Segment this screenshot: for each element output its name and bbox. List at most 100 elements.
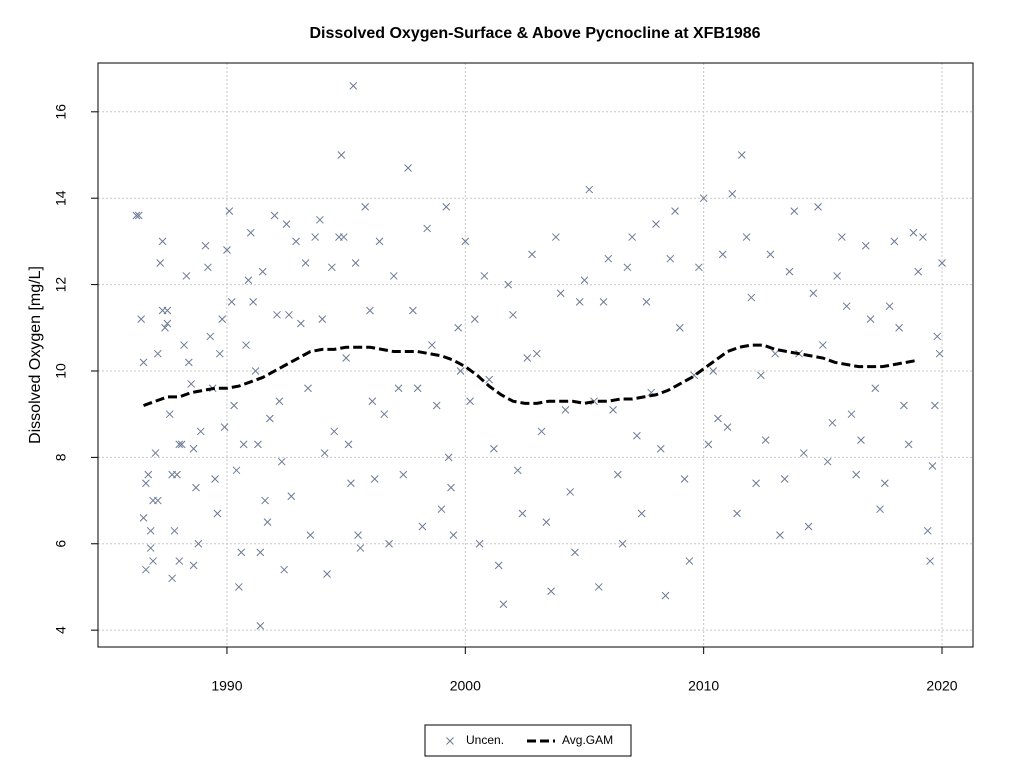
data-point bbox=[685, 557, 694, 565]
y-tick-label: 4 bbox=[53, 626, 69, 634]
data-point bbox=[153, 496, 162, 505]
data-point bbox=[182, 272, 191, 280]
data-point bbox=[177, 440, 186, 449]
data-point bbox=[235, 583, 243, 591]
data-point bbox=[165, 410, 174, 419]
data-point bbox=[604, 254, 613, 263]
data-point bbox=[642, 298, 651, 306]
data-point bbox=[380, 410, 389, 419]
plot-marks bbox=[132, 82, 946, 630]
data-point bbox=[914, 267, 923, 276]
data-point bbox=[375, 237, 384, 246]
y-axis-label: Dissolved Oxygen [mg/L] bbox=[27, 266, 44, 444]
data-point bbox=[184, 358, 193, 367]
legend-symbol bbox=[446, 737, 454, 745]
data-point bbox=[354, 531, 362, 539]
data-point bbox=[330, 427, 339, 436]
data-point bbox=[594, 583, 603, 591]
data-point bbox=[163, 306, 172, 315]
data-point bbox=[528, 250, 536, 259]
data-point bbox=[230, 401, 238, 410]
data-point bbox=[399, 470, 408, 479]
data-point bbox=[275, 397, 284, 406]
data-point bbox=[623, 263, 632, 272]
data-point bbox=[137, 315, 145, 324]
data-point bbox=[149, 557, 157, 565]
data-point bbox=[280, 565, 289, 574]
data-point bbox=[890, 237, 899, 246]
data-point bbox=[714, 414, 722, 423]
data-point bbox=[404, 164, 412, 172]
data-point bbox=[785, 267, 794, 276]
data-point bbox=[923, 526, 932, 535]
data-point bbox=[723, 423, 732, 431]
data-point bbox=[361, 202, 370, 211]
data-point bbox=[485, 375, 493, 384]
data-point bbox=[337, 151, 346, 159]
data-point bbox=[285, 310, 293, 319]
data-point bbox=[366, 306, 374, 315]
data-point bbox=[938, 259, 946, 267]
data-point bbox=[900, 401, 908, 410]
chart-title: Dissolved Oxygen-Surface & Above Pycnocl… bbox=[309, 25, 760, 42]
data-point bbox=[613, 470, 622, 479]
data-point bbox=[928, 462, 937, 470]
data-point bbox=[799, 449, 808, 457]
data-point bbox=[809, 289, 818, 298]
data-point bbox=[146, 526, 155, 535]
data-point bbox=[904, 440, 913, 449]
data-point bbox=[437, 505, 446, 514]
data-point bbox=[466, 397, 474, 406]
data-point bbox=[163, 319, 172, 328]
data-point bbox=[225, 207, 234, 216]
data-point bbox=[263, 518, 272, 527]
data-point bbox=[909, 228, 918, 237]
data-point bbox=[180, 341, 188, 349]
x-tick-label: 2020 bbox=[926, 678, 957, 694]
data-point bbox=[461, 237, 470, 246]
data-point bbox=[432, 401, 441, 410]
data-point bbox=[189, 561, 198, 570]
data-point bbox=[833, 272, 841, 280]
data-point bbox=[895, 323, 903, 332]
data-point bbox=[733, 509, 741, 518]
data-point bbox=[680, 475, 689, 483]
data-point bbox=[218, 315, 227, 324]
data-point bbox=[277, 457, 286, 466]
data-point bbox=[394, 384, 403, 393]
data-point bbox=[804, 522, 813, 531]
grid bbox=[98, 63, 973, 647]
data-point bbox=[931, 401, 939, 410]
data-point bbox=[311, 233, 319, 241]
data-point bbox=[347, 479, 355, 488]
data-point bbox=[761, 436, 770, 444]
data-point bbox=[351, 259, 360, 267]
data-point bbox=[282, 220, 291, 228]
data-point bbox=[206, 332, 215, 341]
data-point bbox=[256, 548, 265, 557]
data-point bbox=[532, 349, 541, 358]
data-point bbox=[847, 410, 856, 419]
data-point bbox=[132, 211, 141, 220]
data-point bbox=[192, 483, 200, 492]
data-point bbox=[266, 414, 274, 423]
data-point bbox=[790, 207, 799, 216]
data-point bbox=[926, 557, 934, 565]
legend-label: Uncen. bbox=[466, 733, 504, 747]
data-point bbox=[316, 215, 324, 224]
axes: 1990 2000 2010 2020 4 6 8 10 12 14 16 bbox=[53, 104, 958, 694]
y-tick-label: 6 bbox=[53, 540, 69, 548]
data-point bbox=[368, 397, 377, 406]
data-point bbox=[323, 570, 331, 578]
data-point bbox=[211, 475, 219, 483]
data-point bbox=[454, 323, 463, 332]
data-point bbox=[356, 544, 365, 552]
data-point bbox=[828, 418, 837, 427]
data-point bbox=[339, 233, 348, 241]
data-point bbox=[857, 436, 865, 444]
data-point bbox=[249, 298, 258, 306]
data-point bbox=[933, 332, 942, 341]
data-point bbox=[385, 539, 393, 548]
data-point bbox=[237, 548, 246, 557]
